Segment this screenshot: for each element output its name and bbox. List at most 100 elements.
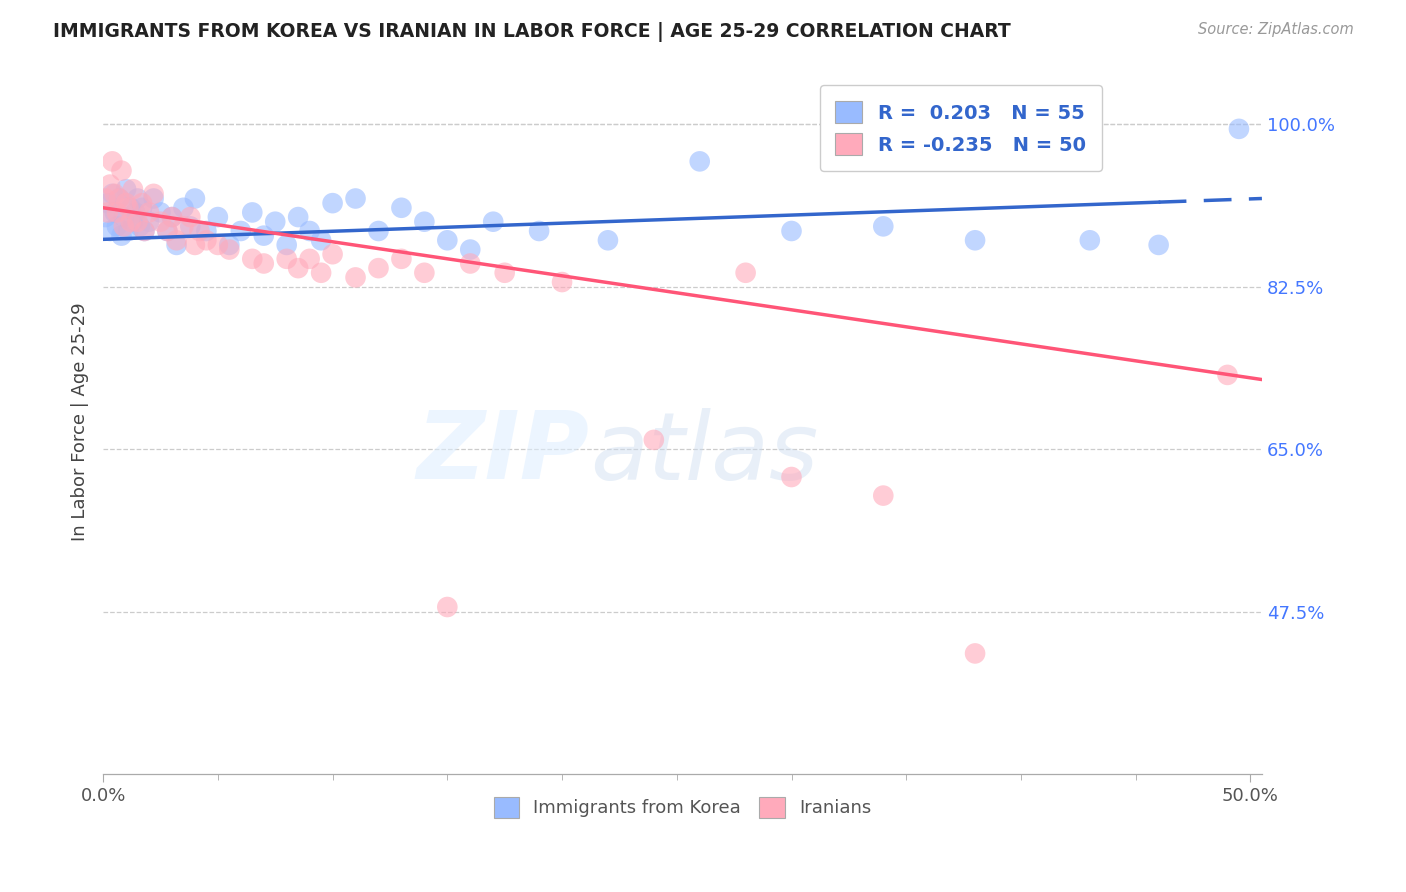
Point [207,210,229,224]
Point [117,224,139,238]
Point [391,201,413,215]
Point [872,489,894,503]
Point [149,205,172,219]
Point [105,205,128,219]
Point [195,224,218,238]
Point [207,238,229,252]
Point [780,470,803,484]
Point [264,215,287,229]
Point [112,210,135,224]
Point [94,210,117,224]
Point [322,196,344,211]
Point [309,233,332,247]
Point [965,647,987,661]
Point [120,215,142,229]
Point [124,205,146,219]
Point [1078,233,1101,247]
Point [101,186,124,201]
Point [240,205,263,219]
Text: IMMIGRANTS FROM KOREA VS IRANIAN IN LABOR FORCE | AGE 25-29 CORRELATION CHART: IMMIGRANTS FROM KOREA VS IRANIAN IN LABO… [53,22,1011,42]
Point [110,228,132,243]
Point [298,224,321,238]
Point [298,252,321,266]
Point [413,215,436,229]
Point [98,178,121,192]
Point [128,219,150,234]
Point [94,192,117,206]
Point [344,270,367,285]
Point [188,224,211,238]
Point [391,252,413,266]
Point [1147,238,1170,252]
Point [253,256,276,270]
Point [160,210,183,224]
Point [276,238,298,252]
Point [367,261,389,276]
Point [131,201,153,215]
Point [122,182,145,196]
Point [253,228,276,243]
Point [156,224,179,238]
Point [596,233,619,247]
Point [689,154,711,169]
Point [643,433,665,447]
Point [218,243,240,257]
Point [229,224,252,238]
Point [458,256,481,270]
Point [240,252,263,266]
Point [120,201,142,215]
Point [287,261,309,276]
Point [413,266,436,280]
Point [872,219,894,234]
Point [436,233,458,247]
Point [97,205,120,219]
Point [108,192,131,206]
Point [142,186,165,201]
Point [1227,121,1250,136]
Point [134,224,156,238]
Y-axis label: In Labor Force | Age 25-29: In Labor Force | Age 25-29 [72,302,89,541]
Point [108,192,131,206]
Point [127,192,149,206]
Point [458,243,481,257]
Point [131,196,153,211]
Point [780,224,803,238]
Point [172,219,194,234]
Point [322,247,344,261]
Legend: Immigrants from Korea, Iranians: Immigrants from Korea, Iranians [486,789,879,825]
Point [101,154,124,169]
Point [127,215,149,229]
Text: Source: ZipAtlas.com: Source: ZipAtlas.com [1198,22,1354,37]
Point [179,219,201,234]
Point [156,224,179,238]
Point [218,238,240,252]
Point [172,201,194,215]
Point [287,210,309,224]
Point [105,219,128,234]
Point [184,238,207,252]
Point [367,224,389,238]
Point [160,210,183,224]
Point [494,266,516,280]
Point [482,215,505,229]
Point [104,186,127,201]
Point [734,266,756,280]
Point [115,182,138,196]
Point [115,196,138,211]
Point [110,163,132,178]
Point [138,215,160,229]
Point [1216,368,1239,382]
Point [104,205,127,219]
Point [166,233,188,247]
Point [309,266,332,280]
Text: atlas: atlas [589,408,818,499]
Point [142,192,165,206]
Point [97,196,120,211]
Point [138,205,160,219]
Point [184,192,207,206]
Point [551,275,574,289]
Point [98,224,121,238]
Point [195,233,218,247]
Point [112,219,135,234]
Point [122,215,145,229]
